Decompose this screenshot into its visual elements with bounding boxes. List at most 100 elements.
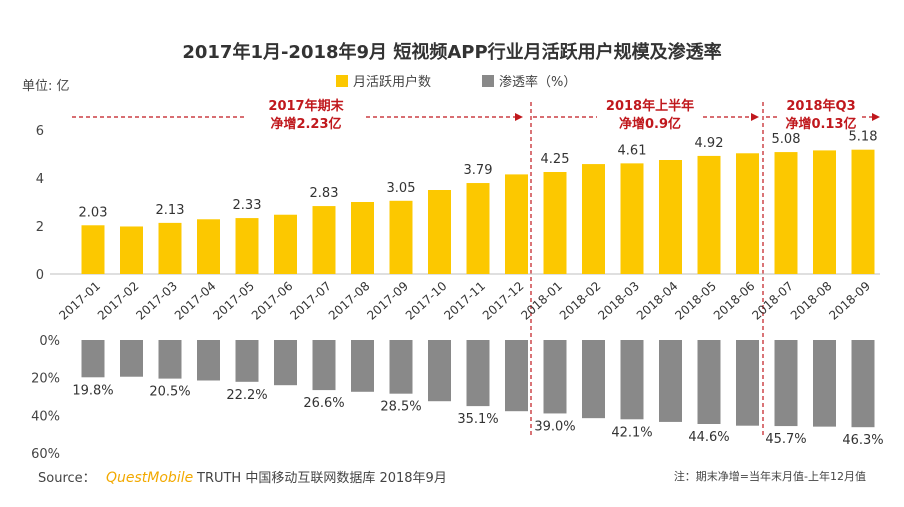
x-tick-label: 2017-02 — [95, 279, 142, 323]
unit-label: 单位: 亿 — [22, 79, 70, 94]
x-tick-label: 2017-07 — [287, 279, 334, 323]
mau-data-label: 3.79 — [464, 163, 493, 178]
annotation-1-line2: 净增2.23亿 — [270, 116, 341, 132]
footnote: 注：期末净增=当年末月值-上年12月值 — [674, 469, 866, 483]
mau-bar — [736, 153, 759, 274]
x-tick-label: 2017-05 — [210, 279, 257, 323]
x-tick-label: 2017-06 — [249, 279, 296, 323]
mau-bar — [620, 163, 644, 274]
mau-data-label: 4.61 — [618, 143, 647, 158]
mau-data-label: 2.83 — [310, 186, 339, 201]
penetration-bars — [81, 340, 875, 428]
mau-bar — [120, 226, 143, 274]
mau-bar — [697, 155, 721, 274]
x-tick-label: 2017-12 — [480, 279, 527, 323]
mau-bar — [81, 225, 105, 274]
mau-bar — [851, 149, 875, 274]
penetration-bar — [274, 340, 297, 386]
mau-y-tick: 6 — [36, 124, 44, 139]
penetration-data-label: 44.6% — [688, 430, 729, 445]
penetration-y-tick: 40% — [31, 409, 60, 424]
penetration-bar — [158, 340, 182, 379]
penetration-bar — [736, 340, 759, 426]
annotation-arrowheads — [515, 113, 880, 121]
penetration-bar — [659, 340, 682, 422]
mau-data-label: 4.25 — [541, 152, 570, 167]
mau-bar — [774, 152, 798, 274]
penetration-bar — [813, 340, 836, 427]
penetration-bar — [197, 340, 220, 381]
arrowhead-1 — [515, 113, 523, 121]
penetration-bar — [466, 340, 490, 407]
penetration-bar — [851, 340, 875, 428]
penetration-data-label: 45.7% — [765, 432, 806, 447]
penetration-y-tick: 20% — [31, 372, 60, 387]
x-tick-label: 2018-06 — [711, 279, 758, 323]
mau-bar — [312, 206, 336, 274]
mau-bar — [351, 202, 374, 274]
mau-bar — [505, 174, 528, 274]
mau-bar — [197, 219, 220, 274]
x-tick-label: 2018-09 — [826, 279, 873, 323]
mau-bar — [235, 218, 259, 274]
x-tick-label: 2018-07 — [749, 279, 796, 323]
x-tick-label: 2017-03 — [133, 279, 180, 323]
x-tick-label: 2018-05 — [672, 279, 719, 323]
mau-bar — [582, 164, 605, 274]
penetration-data-label: 20.5% — [149, 385, 190, 400]
mau-data-label: 3.05 — [387, 181, 416, 196]
source-text: TRUTH 中国移动互联网数据库 2018年9月 — [196, 470, 447, 486]
mau-bar — [389, 200, 413, 274]
mau-data-label: 2.03 — [79, 205, 108, 220]
mau-data-label: 4.92 — [695, 136, 724, 151]
mau-y-tick: 2 — [36, 220, 44, 235]
penetration-bar — [120, 340, 143, 377]
penetration-bar — [351, 340, 374, 392]
mau-data-label: 5.18 — [849, 130, 878, 145]
arrowhead-2 — [751, 113, 759, 121]
x-tick-label: 2017-09 — [364, 279, 411, 323]
penetration-bar — [389, 340, 413, 394]
penetration-bar — [582, 340, 605, 419]
mau-y-tick: 0 — [36, 268, 44, 283]
penetration-bar — [312, 340, 336, 391]
chart-title: 2017年1月-2018年9月 短视频APP行业月活跃用户规模及渗透率 — [182, 41, 721, 63]
penetration-y-tick: 0% — [39, 334, 60, 349]
mau-bar — [543, 172, 567, 274]
annotation-2-line1: 2018年上半年 — [606, 98, 694, 114]
annotation-3-line1: 2018年Q3 — [786, 98, 855, 114]
penetration-data-label: 22.2% — [226, 388, 267, 403]
mau-y-tick: 4 — [36, 172, 44, 187]
penetration-data-label: 28.5% — [380, 400, 421, 415]
x-tick-label: 2018-02 — [557, 279, 604, 323]
penetration-data-label: 35.1% — [457, 412, 498, 427]
penetration-bar — [697, 340, 721, 424]
x-tick-label: 2018-08 — [788, 279, 835, 323]
source-brand-logo: QuestMobile — [106, 470, 193, 486]
penetration-y-tick: 60% — [31, 447, 60, 462]
penetration-bar — [428, 340, 451, 402]
annotation-3-line2: 净增0.13亿 — [785, 116, 856, 132]
x-tick-label: 2017-04 — [172, 279, 219, 323]
mau-bars — [81, 149, 875, 274]
penetration-data-label: 26.6% — [303, 396, 344, 411]
penetration-data-label: 46.3% — [842, 433, 883, 448]
penetration-bar — [543, 340, 567, 414]
arrowhead-3 — [872, 113, 880, 121]
x-tick-label: 2018-03 — [595, 279, 642, 323]
x-tick-label: 2017-01 — [56, 279, 103, 323]
x-tick-label: 2017-08 — [326, 279, 373, 323]
x-tick-label: 2017-10 — [403, 279, 450, 323]
penetration-data-label: 42.1% — [611, 425, 652, 440]
mau-bar — [158, 222, 182, 274]
x-tick-label: 2018-01 — [518, 279, 565, 323]
legend-swatch-penetration — [482, 75, 494, 87]
annotation-1-line1: 2017年期末 — [268, 98, 344, 114]
legend: 月活跃用户数 渗透率（%） — [336, 74, 576, 90]
x-tick-labels: 2017-012017-022017-032017-042017-052017-… — [56, 279, 873, 323]
mau-data-label: 2.33 — [233, 198, 262, 213]
annotation-2-line2: 净增0.9亿 — [619, 116, 681, 132]
legend-label-mau: 月活跃用户数 — [353, 74, 431, 90]
penetration-bar — [81, 340, 105, 378]
